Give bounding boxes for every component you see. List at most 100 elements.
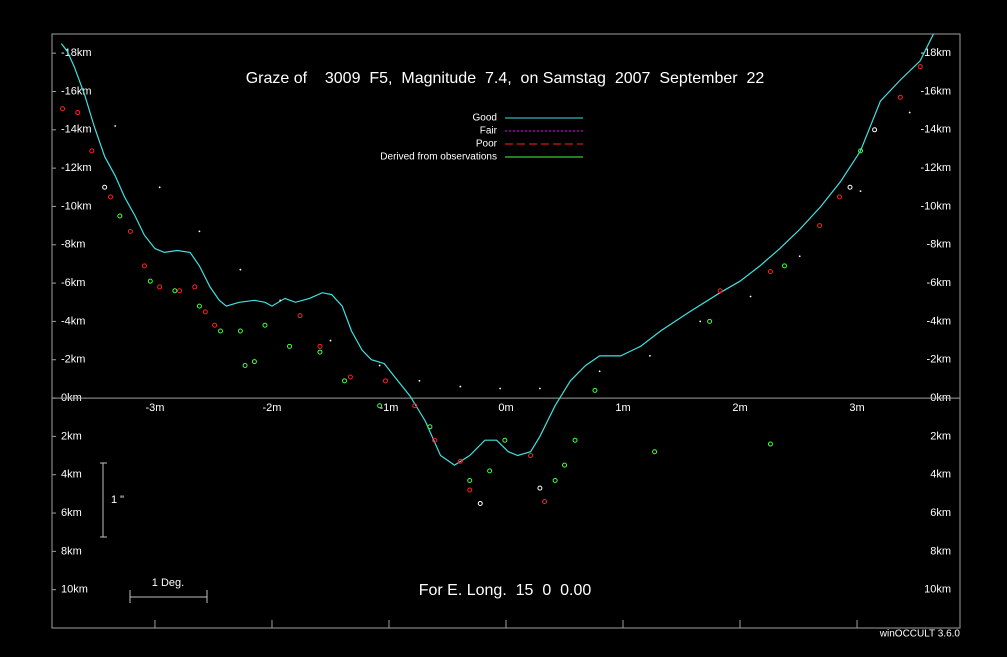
observation	[196, 303, 202, 309]
footer: For E. Long. 15 0 0.00	[419, 582, 592, 599]
observation	[147, 278, 153, 284]
observation	[382, 378, 388, 384]
observation	[817, 223, 823, 229]
observation	[836, 194, 842, 200]
y-tick-label-right: 6km	[930, 507, 951, 519]
observation	[347, 374, 353, 380]
y-tick-label-right: -10km	[920, 200, 951, 212]
scale-label-x: 1 Deg.	[152, 577, 184, 589]
x-tick-label: -2m	[263, 402, 282, 414]
observation	[872, 127, 878, 133]
observation	[412, 403, 418, 409]
observation	[108, 194, 114, 200]
dot	[539, 387, 541, 390]
observation	[781, 263, 787, 269]
observation	[377, 403, 383, 409]
y-tick-label-right: -2km	[927, 354, 951, 366]
observation	[127, 228, 133, 234]
observation	[117, 213, 123, 219]
y-tick-label: 2km	[61, 430, 82, 442]
dot	[798, 255, 801, 258]
observation	[897, 94, 903, 100]
profile-line	[60, 34, 935, 466]
dot	[378, 364, 381, 367]
y-tick-label-right: 10km	[924, 584, 951, 596]
observation	[102, 184, 108, 190]
observation	[427, 424, 433, 430]
observation	[502, 437, 508, 443]
observation	[707, 318, 713, 324]
dot	[158, 186, 161, 189]
y-tick-label-right: 4km	[930, 469, 951, 481]
observation	[917, 64, 923, 70]
x-tick-label: 2m	[732, 402, 747, 414]
y-tick-label: 6km	[61, 507, 82, 519]
observation	[251, 359, 257, 365]
y-tick-label: -14km	[61, 124, 92, 136]
legend-label: Derived from observations	[380, 152, 497, 163]
observation	[847, 184, 853, 190]
dot	[598, 370, 601, 373]
observation	[60, 106, 66, 112]
y-tick-label: -12km	[61, 162, 92, 174]
legend-label: Good	[473, 113, 497, 124]
scale-label-y: 1 "	[111, 494, 124, 506]
y-tick-label: -10km	[61, 200, 92, 212]
observation	[262, 322, 268, 328]
observation	[177, 288, 183, 294]
observation	[652, 449, 658, 455]
y-tick-label: 10km	[61, 584, 88, 596]
y-tick-label: 4km	[61, 469, 82, 481]
x-tick-label: -1m	[380, 402, 399, 414]
dot	[908, 111, 911, 114]
observation	[157, 284, 163, 290]
credit: winOCCULT 3.6.0	[879, 629, 961, 640]
y-tick-label: 8km	[61, 545, 82, 557]
observation	[592, 387, 598, 393]
observation	[287, 343, 293, 349]
observation	[89, 148, 95, 154]
y-tick-label: -6km	[61, 277, 85, 289]
observation	[542, 499, 548, 505]
y-tick-label-right: -6km	[927, 277, 951, 289]
y-tick-label-right: -16km	[920, 85, 951, 97]
observation	[562, 462, 568, 468]
chart-title: Graze of 3009 F5, Magnitude 7.4, on Sams…	[246, 70, 765, 87]
observation	[75, 110, 81, 116]
y-tick-label-right: 2km	[930, 430, 951, 442]
observation	[767, 269, 773, 275]
dot	[699, 320, 702, 323]
dot	[198, 230, 201, 233]
y-tick-label-right: -14km	[920, 124, 951, 136]
dot	[649, 355, 651, 357]
y-tick-label: -2km	[61, 354, 85, 366]
dot	[239, 268, 242, 271]
y-tick-label-right: -4km	[927, 315, 951, 327]
y-tick-label-right: -12km	[920, 162, 951, 174]
legend-label: Fair	[480, 126, 498, 137]
x-tick-label: 0m	[498, 402, 513, 414]
y-tick-label: -16km	[61, 85, 92, 97]
observation	[237, 328, 243, 334]
observation	[432, 437, 438, 443]
dot	[418, 379, 421, 382]
observation	[467, 487, 473, 493]
plot-area	[60, 34, 935, 506]
observation	[342, 378, 348, 384]
observation	[141, 263, 147, 269]
dot	[459, 385, 462, 388]
observation	[552, 477, 558, 483]
observation	[202, 309, 208, 315]
y-tick-label: -8km	[61, 239, 85, 251]
y-tick-label-right: -8km	[927, 239, 951, 251]
dot	[329, 339, 332, 342]
observation	[537, 485, 543, 491]
dot	[499, 387, 502, 390]
y-tick-label-right: -18km	[920, 47, 951, 59]
observation	[572, 437, 578, 443]
observation	[317, 343, 323, 349]
x-tick-label: 1m	[615, 402, 630, 414]
